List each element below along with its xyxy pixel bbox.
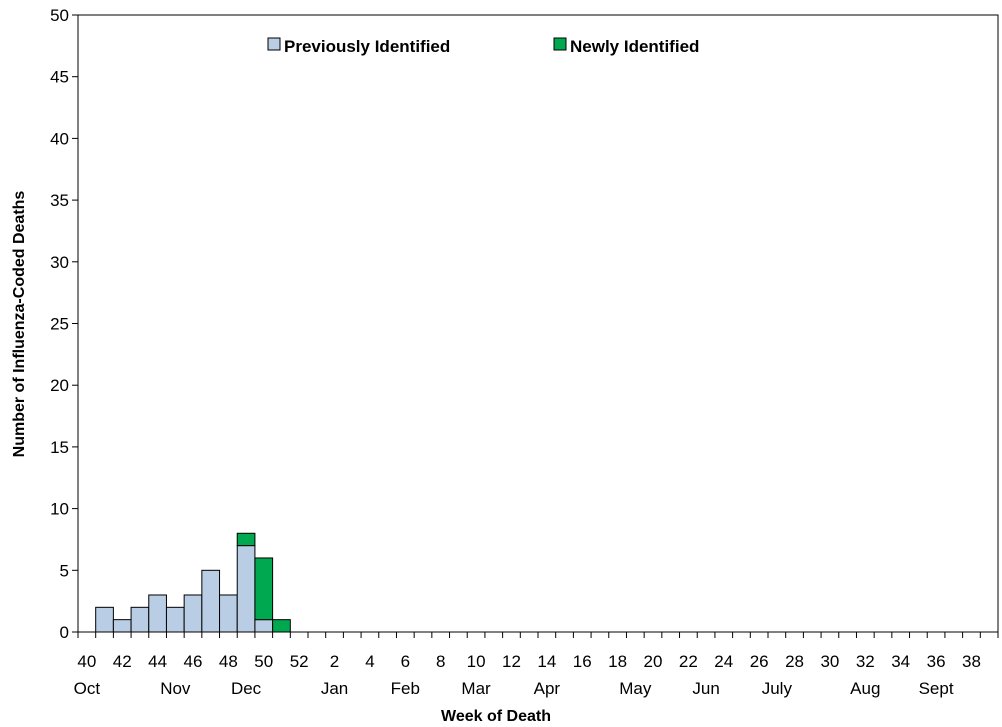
bar-previously-identified-week-50 bbox=[254, 619, 274, 633]
bar-previously-identified-week-41 bbox=[95, 606, 114, 633]
x-week-label-10: 10 bbox=[467, 652, 486, 671]
x-month-label-apr: Apr bbox=[534, 679, 561, 698]
bar-previously-identified-week-42 bbox=[112, 619, 132, 633]
bar-previously-identified-week-48 bbox=[219, 594, 238, 633]
x-week-label-8: 8 bbox=[436, 652, 445, 671]
x-month-label-feb: Feb bbox=[391, 679, 420, 698]
y-tick-label-45: 45 bbox=[50, 68, 69, 87]
bar-previously-identified-week-49 bbox=[236, 545, 256, 633]
x-month-label-aug: Aug bbox=[850, 679, 880, 698]
x-week-label-4: 4 bbox=[365, 652, 374, 671]
x-month-label-nov: Nov bbox=[160, 679, 191, 698]
x-week-label-52: 52 bbox=[290, 652, 309, 671]
x-month-label-july: July bbox=[762, 679, 793, 698]
x-week-label-40: 40 bbox=[77, 652, 96, 671]
y-tick-label-10: 10 bbox=[50, 500, 69, 519]
x-week-label-24: 24 bbox=[714, 652, 733, 671]
y-tick-label-0: 0 bbox=[60, 623, 69, 642]
y-axis: 0 5 10 15 20 25 30 35 40 45 50 bbox=[50, 6, 78, 642]
y-tick-label-50: 50 bbox=[50, 6, 69, 25]
x-week-label-16: 16 bbox=[573, 652, 592, 671]
x-week-label-44: 44 bbox=[148, 652, 167, 671]
x-month-label-mar: Mar bbox=[461, 679, 491, 698]
x-axis-title: Week of Death bbox=[441, 708, 551, 725]
legend-swatch-newly-identified bbox=[553, 37, 567, 51]
y-tick-label-30: 30 bbox=[50, 253, 69, 272]
x-week-label-30: 30 bbox=[820, 652, 839, 671]
x-week-label-46: 46 bbox=[184, 652, 203, 671]
y-tick-label-40: 40 bbox=[50, 129, 69, 148]
x-week-label-20: 20 bbox=[644, 652, 663, 671]
x-week-label-18: 18 bbox=[608, 652, 627, 671]
x-week-label-28: 28 bbox=[785, 652, 804, 671]
legend: Previously Identified Newly Identified bbox=[267, 37, 699, 56]
x-week-label-6: 6 bbox=[401, 652, 410, 671]
y-tick-label-25: 25 bbox=[50, 315, 69, 334]
y-axis-title: Number of Influenza-Coded Deaths bbox=[11, 191, 28, 458]
bar-previously-identified-week-44 bbox=[148, 594, 167, 633]
y-tick-label-5: 5 bbox=[60, 561, 69, 580]
legend-label-previously-identified: Previously Identified bbox=[284, 37, 450, 56]
bar-previously-identified-week-46 bbox=[183, 594, 203, 633]
x-month-label-dec: Dec bbox=[231, 679, 262, 698]
x-week-label-22: 22 bbox=[679, 652, 698, 671]
x-week-label-32: 32 bbox=[856, 652, 875, 671]
x-week-label-38: 38 bbox=[962, 652, 981, 671]
x-month-label-sept: Sept bbox=[919, 679, 954, 698]
x-week-label-14: 14 bbox=[537, 652, 556, 671]
legend-swatch-previously-identified bbox=[267, 37, 281, 51]
x-month-label-jan: Jan bbox=[321, 679, 348, 698]
x-week-label-50: 50 bbox=[254, 652, 273, 671]
x-week-label-34: 34 bbox=[891, 652, 910, 671]
y-tick-label-15: 15 bbox=[50, 438, 69, 457]
x-week-label-36: 36 bbox=[927, 652, 946, 671]
x-week-label-42: 42 bbox=[113, 652, 132, 671]
x-week-label-26: 26 bbox=[750, 652, 769, 671]
bar-previously-identified-week-47 bbox=[201, 569, 221, 633]
bar-previously-identified-week-45 bbox=[165, 606, 185, 633]
x-week-label-2: 2 bbox=[330, 652, 339, 671]
x-week-label-12: 12 bbox=[502, 652, 521, 671]
x-month-label-oct: Oct bbox=[74, 679, 101, 698]
bar-previously-identified-week-43 bbox=[130, 606, 150, 633]
y-tick-label-35: 35 bbox=[50, 191, 69, 210]
x-month-label-jun: Jun bbox=[692, 679, 719, 698]
y-tick-label-20: 20 bbox=[50, 376, 69, 395]
bars-group bbox=[95, 532, 291, 633]
x-axis: 40 42 44 46 48 50 52 2 4 6 8 10 12 14 16 18 20 22 24 26 28 30… bbox=[74, 632, 999, 698]
bar-newly-identified-week-51 bbox=[272, 619, 291, 633]
legend-label-newly-identified: Newly Identified bbox=[570, 37, 699, 56]
x-month-label-may: May bbox=[619, 679, 652, 698]
bar-newly-identified-week-49 bbox=[236, 532, 256, 547]
plot-area bbox=[77, 14, 999, 633]
x-week-label-48: 48 bbox=[219, 652, 238, 671]
bar-newly-identified-week-50 bbox=[254, 557, 274, 621]
